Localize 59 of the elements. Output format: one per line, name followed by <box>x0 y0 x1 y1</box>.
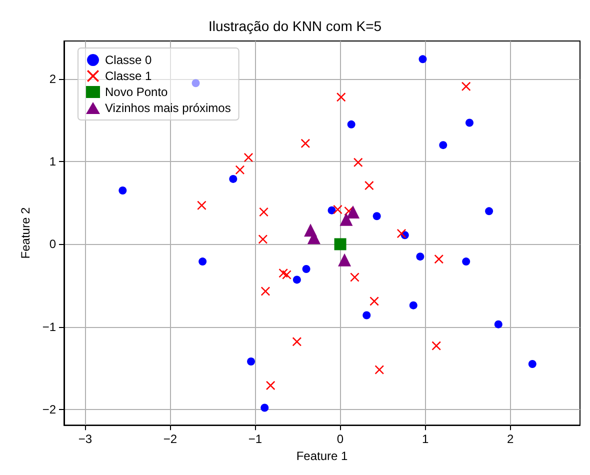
x-axis-title: Feature 1 <box>296 449 348 463</box>
point <box>485 207 494 216</box>
point <box>300 138 310 148</box>
point <box>192 79 200 88</box>
point <box>197 200 206 210</box>
point <box>259 207 268 216</box>
y-axis-title: Feature 2 <box>18 207 32 259</box>
point <box>466 118 474 127</box>
point <box>372 212 381 220</box>
y-tick-label: 0 <box>49 237 56 252</box>
x-tick-label: −3 <box>78 432 92 446</box>
point <box>260 286 270 296</box>
point <box>347 120 356 128</box>
point <box>528 360 536 368</box>
point <box>416 252 424 261</box>
x-tick-label: 0 <box>336 432 344 446</box>
point <box>292 276 301 284</box>
y-tick-label: 2 <box>49 72 56 86</box>
point <box>462 82 471 91</box>
legend-label: Vizinhos mais próximos <box>105 101 231 115</box>
point <box>362 311 371 320</box>
point <box>260 404 269 412</box>
point <box>292 337 302 346</box>
point <box>338 253 352 266</box>
point <box>336 92 346 102</box>
point <box>229 174 238 183</box>
point <box>434 254 444 264</box>
y-tick-label: −1 <box>42 320 56 334</box>
point <box>340 212 353 226</box>
x-tick-label: 1 <box>422 432 429 446</box>
point <box>494 320 502 328</box>
point <box>235 165 244 174</box>
point <box>247 358 256 366</box>
point <box>333 205 342 214</box>
point <box>258 234 268 244</box>
legend-label: Classe 0 <box>105 53 152 67</box>
x-tick-label: −2 <box>163 432 178 446</box>
point <box>432 341 441 350</box>
point <box>198 258 207 266</box>
point <box>328 206 336 214</box>
x-tick-label: −1 <box>248 432 262 446</box>
point <box>302 264 310 273</box>
point <box>346 205 360 218</box>
chart-title: Ilustração do KNN com K=5 <box>208 18 382 34</box>
x-tick-label: 2 <box>506 432 514 446</box>
point <box>354 158 363 167</box>
point <box>334 238 346 250</box>
point <box>364 181 374 190</box>
y-tick-label: −2 <box>42 402 56 416</box>
point <box>266 380 276 390</box>
legend-label: Classe 1 <box>105 69 152 83</box>
y-tick-label: 1 <box>49 154 56 169</box>
point <box>409 301 418 310</box>
point <box>462 258 470 266</box>
point <box>374 365 384 374</box>
point <box>418 55 427 64</box>
point <box>118 186 127 195</box>
legend-label: Novo Ponto <box>105 85 168 99</box>
point <box>439 141 448 150</box>
